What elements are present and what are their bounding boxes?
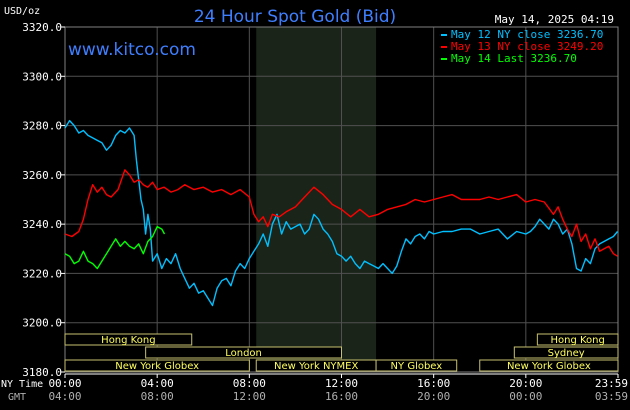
- session-label-8: New York Globex: [507, 361, 591, 372]
- session-box-1: [64, 333, 193, 346]
- y-tick-label: 3280.0: [22, 120, 62, 133]
- nymex-session-shading: [256, 27, 377, 372]
- y-tick-label: 3220.0: [22, 267, 62, 280]
- gmt-tick-label: 16:00: [325, 390, 358, 403]
- gmt-tick-label: 08:00: [141, 390, 174, 403]
- y-tick-label: 3240.0: [22, 218, 62, 231]
- session-label-4: New York NYMEX: [274, 361, 359, 372]
- session-label-2: London: [225, 348, 262, 359]
- chart-title: 24 Hour Spot Gold (Bid): [194, 7, 396, 27]
- session-label-6: Hong Kong: [550, 335, 604, 346]
- timestamp: May 14, 2025 04:19: [495, 13, 614, 26]
- site-watermark: www.kitco.com: [68, 40, 196, 60]
- ny-time-label: NY Time: [1, 379, 43, 390]
- series-line-3: [64, 225, 166, 270]
- gmt-tick-label: 03:59: [595, 390, 628, 403]
- session-box-5: [375, 359, 458, 372]
- gmt-tick-label: 12:00: [233, 390, 266, 403]
- ny-tick-label: 00:00: [48, 377, 81, 390]
- gmt-tick-label: 04:00: [48, 390, 81, 403]
- y-tick-label: 3300.0: [22, 70, 62, 83]
- x-axis: NY TimeGMT00:0004:0004:0008:0008:0012:00…: [1, 373, 628, 403]
- ny-tick-label: 08:00: [233, 377, 266, 390]
- session-label-7: Sydney: [548, 348, 585, 359]
- trading-sessions: Hong Kong London New York Globex New York N…: [64, 333, 619, 372]
- gmt-tick-label: 20:00: [417, 390, 450, 403]
- series-line-1: [64, 119, 619, 307]
- session-box-8: [479, 359, 619, 372]
- series-line-2: [64, 169, 618, 257]
- gmt-label: GMT: [8, 392, 26, 403]
- ny-tick-label: 04:00: [141, 377, 174, 390]
- ny-tick-label: 23:59: [595, 377, 628, 390]
- y-axis: 3180.0 3200.0 3220.0 3240.0 3260.0 3280.0 3300…: [22, 21, 65, 379]
- session-label-3: New York Globex: [115, 361, 199, 372]
- session-box-7: [513, 346, 619, 359]
- session-box-3: [64, 359, 250, 372]
- y-tick-label: 3320.0: [22, 21, 62, 34]
- unit-label: USD/oz: [4, 6, 40, 17]
- session-box-6: [536, 333, 619, 346]
- series-lines: [64, 119, 619, 307]
- ny-tick-label: 16:00: [417, 377, 450, 390]
- legend-entry-3: May 14 Last 3236.70: [451, 52, 577, 65]
- plot-border: [64, 26, 619, 373]
- session-label-5: NY Globex: [391, 361, 443, 372]
- legend-entry-1: May 12 NY close 3236.70: [451, 28, 603, 41]
- ny-tick-label: 12:00: [325, 377, 358, 390]
- legend-entry-2: May 13 NY close 3249.20: [451, 40, 603, 53]
- gmt-tick-label: 00:00: [509, 390, 542, 403]
- y-tick-label: 3180.0: [22, 366, 62, 379]
- y-tick-label: 3200.0: [22, 317, 62, 330]
- y-tick-label: 3260.0: [22, 169, 62, 182]
- session-label-1: Hong Kong: [101, 335, 155, 346]
- session-box-2: [145, 346, 342, 359]
- ny-tick-label: 20:00: [509, 377, 542, 390]
